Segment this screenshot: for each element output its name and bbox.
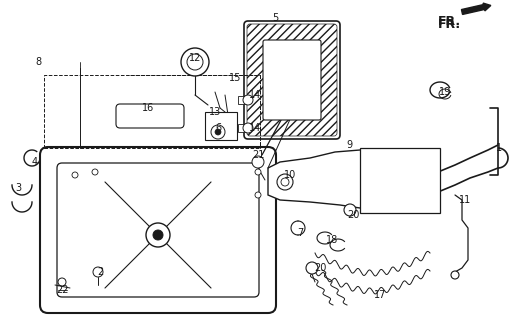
Text: 20: 20	[314, 263, 326, 273]
FancyBboxPatch shape	[244, 21, 340, 139]
Circle shape	[58, 278, 66, 286]
Bar	[205, 112, 237, 140]
Text: 5: 5	[272, 13, 278, 23]
Circle shape	[243, 123, 253, 133]
Text: 22: 22	[56, 285, 68, 295]
Text: 20: 20	[347, 210, 359, 220]
FancyBboxPatch shape	[57, 163, 259, 297]
Text: FR.: FR.	[438, 15, 461, 28]
Text: 6: 6	[215, 123, 221, 133]
Circle shape	[277, 174, 293, 190]
Text: 11: 11	[459, 195, 471, 205]
Text: 14: 14	[249, 90, 261, 100]
Text: 10: 10	[284, 170, 296, 180]
Text: 15: 15	[229, 73, 241, 83]
Text: 1: 1	[496, 143, 502, 153]
Circle shape	[255, 192, 261, 198]
FancyBboxPatch shape	[40, 147, 276, 313]
Circle shape	[181, 48, 209, 76]
Circle shape	[281, 178, 289, 186]
Circle shape	[72, 172, 78, 178]
FancyBboxPatch shape	[116, 104, 184, 128]
Circle shape	[211, 125, 225, 139]
Text: 18: 18	[326, 235, 338, 245]
Circle shape	[344, 204, 356, 216]
Circle shape	[153, 230, 163, 240]
Text: 4: 4	[32, 157, 38, 167]
Bar	[238, 124, 248, 132]
Circle shape	[215, 129, 221, 135]
Circle shape	[255, 169, 261, 175]
Circle shape	[170, 112, 178, 120]
Text: 14: 14	[249, 123, 261, 133]
Bar	[238, 96, 248, 104]
Text: 2: 2	[97, 267, 103, 277]
FancyBboxPatch shape	[263, 40, 321, 120]
Text: 21: 21	[252, 150, 264, 160]
Circle shape	[306, 262, 318, 274]
Bar	[360, 148, 440, 213]
Text: 8: 8	[35, 57, 41, 67]
Text: 16: 16	[142, 103, 154, 113]
Circle shape	[146, 223, 170, 247]
Text: 9: 9	[346, 140, 352, 150]
Text: 17: 17	[374, 290, 386, 300]
Text: 19: 19	[439, 87, 451, 97]
Polygon shape	[268, 150, 440, 210]
Text: 12: 12	[189, 53, 201, 63]
Text: FR.: FR.	[438, 18, 461, 31]
Text: 7: 7	[297, 228, 303, 238]
Circle shape	[252, 156, 264, 168]
Text: 13: 13	[209, 107, 221, 117]
Circle shape	[243, 95, 253, 105]
Text: 3: 3	[15, 183, 21, 193]
Circle shape	[93, 267, 103, 277]
Circle shape	[187, 54, 203, 70]
Circle shape	[451, 271, 459, 279]
Circle shape	[92, 169, 98, 175]
FancyArrow shape	[462, 3, 491, 14]
